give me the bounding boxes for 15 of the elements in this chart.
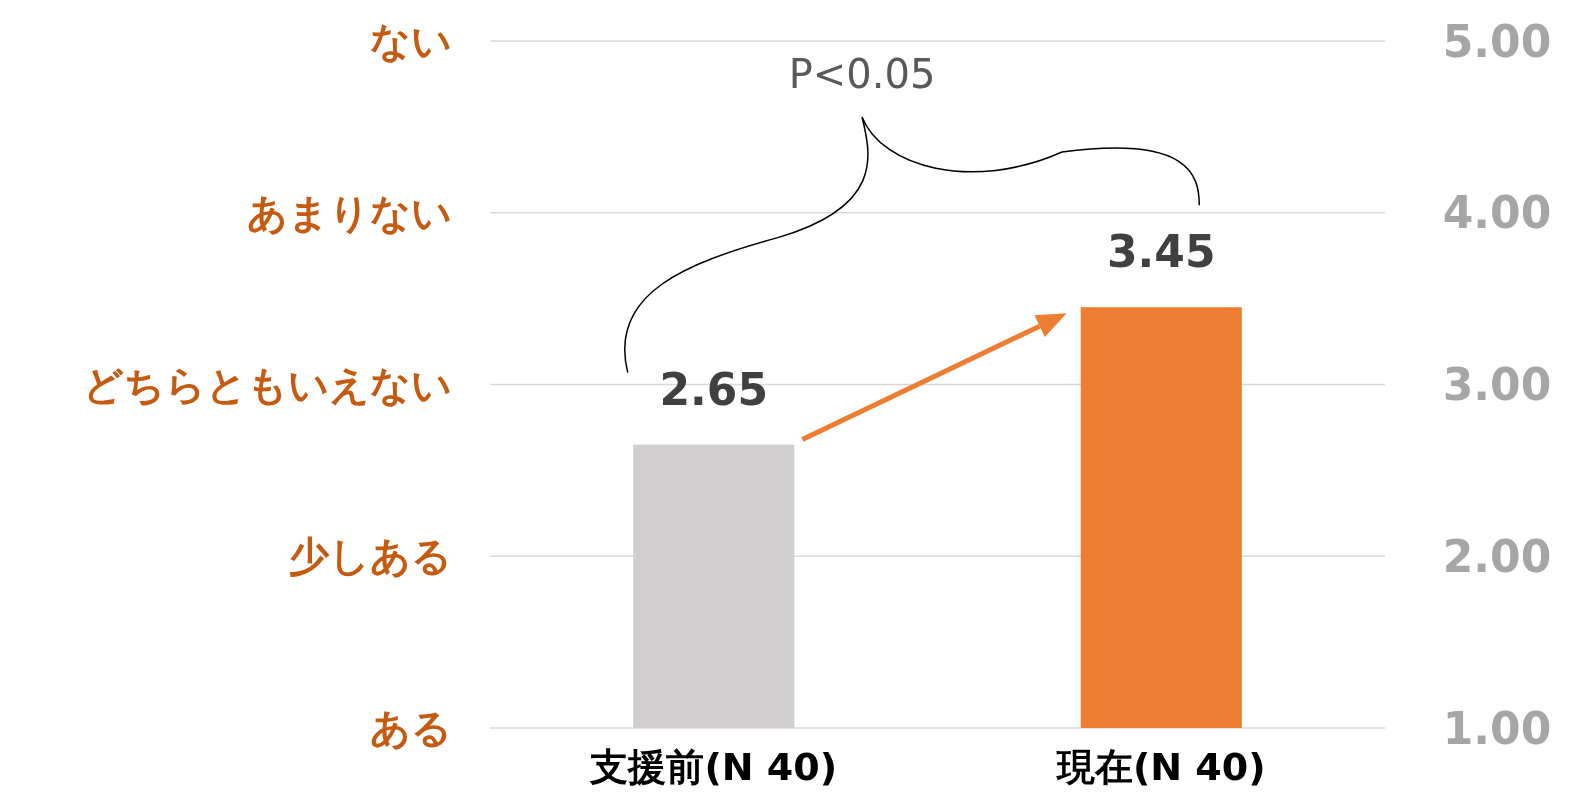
text: ない xyxy=(370,18,452,64)
y-tick-label: 2.00 xyxy=(1442,530,1552,582)
y-tick-label: 3.00 xyxy=(1442,359,1552,410)
x-tick-label: 支援前(N 40) xyxy=(589,745,838,789)
text: どちらともいえない xyxy=(83,361,452,408)
data-label: 3.45 xyxy=(1106,226,1216,278)
y-tick-label: 4.00 xyxy=(1442,187,1552,239)
y-tick-label: 1.00 xyxy=(1442,702,1552,754)
text: ある xyxy=(370,705,452,751)
annotation: P<0.05 xyxy=(788,51,936,97)
x-tick-label: 現在(N 40) xyxy=(1054,745,1266,789)
text: 少しある xyxy=(289,533,452,580)
text: あまりない xyxy=(247,189,452,236)
data-label: 2.65 xyxy=(659,363,769,415)
y-tick-label: 5.00 xyxy=(1442,15,1552,67)
